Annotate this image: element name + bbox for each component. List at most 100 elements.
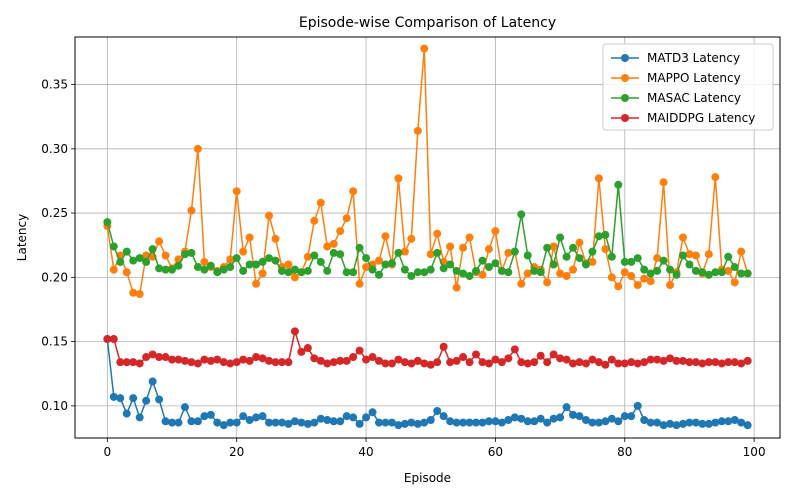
x-tick-label: 100 — [743, 445, 766, 459]
data-point — [116, 358, 125, 367]
data-point — [504, 248, 513, 257]
data-point — [569, 359, 578, 368]
data-point — [323, 266, 332, 275]
data-point — [239, 247, 248, 256]
data-point — [174, 418, 183, 427]
data-point — [155, 237, 164, 246]
data-point — [381, 232, 390, 241]
legend-entry: MASAC Latency — [611, 91, 741, 105]
legend-marker — [621, 54, 629, 62]
data-point — [381, 418, 390, 427]
data-point — [549, 414, 558, 423]
data-point — [226, 359, 235, 368]
data-point — [724, 252, 733, 261]
data-point — [420, 359, 429, 368]
data-point — [374, 356, 383, 365]
data-point — [420, 418, 429, 427]
data-point — [187, 206, 196, 215]
data-point — [265, 356, 274, 365]
data-point — [530, 417, 539, 426]
data-point — [103, 218, 112, 227]
data-point — [711, 173, 720, 182]
data-point — [122, 247, 131, 256]
data-point — [407, 272, 416, 281]
data-point — [730, 358, 739, 367]
data-point — [517, 210, 526, 219]
data-point — [258, 354, 267, 363]
data-point — [439, 412, 448, 421]
data-point — [284, 419, 293, 428]
data-point — [614, 417, 623, 426]
data-point — [504, 268, 513, 277]
data-point — [394, 355, 403, 364]
data-point — [420, 268, 429, 277]
data-point — [478, 256, 487, 265]
y-tick-label: 0.10 — [41, 399, 68, 413]
data-point — [523, 269, 532, 278]
series-maiddpg-latency — [103, 327, 752, 369]
data-point — [678, 356, 687, 365]
data-point — [103, 335, 112, 344]
data-point — [465, 272, 474, 281]
data-point — [310, 251, 319, 260]
data-point — [303, 266, 312, 275]
data-point — [459, 269, 468, 278]
data-point — [271, 418, 280, 427]
data-point — [355, 419, 364, 428]
data-point — [678, 419, 687, 428]
y-tick-label: 0.25 — [41, 206, 68, 220]
data-point — [510, 247, 519, 256]
data-point — [478, 358, 487, 367]
data-point — [323, 416, 332, 425]
data-point — [362, 254, 371, 263]
data-point — [497, 418, 506, 427]
data-point — [717, 268, 726, 277]
data-point — [362, 413, 371, 422]
data-point — [206, 356, 215, 365]
data-point — [523, 417, 532, 426]
data-point — [581, 416, 590, 425]
data-point — [245, 233, 254, 242]
data-point — [659, 256, 668, 265]
data-point — [633, 281, 642, 290]
data-point — [316, 356, 325, 365]
data-point — [698, 419, 707, 428]
data-point — [381, 359, 390, 368]
data-point — [646, 355, 655, 364]
data-point — [213, 418, 222, 427]
data-point — [711, 268, 720, 277]
data-point — [575, 238, 584, 247]
data-point — [446, 417, 455, 426]
data-point — [627, 358, 636, 367]
data-point — [575, 358, 584, 367]
data-point — [193, 263, 202, 272]
data-point — [336, 417, 345, 426]
data-point — [374, 270, 383, 279]
data-point — [284, 260, 293, 269]
data-point — [323, 359, 332, 368]
data-point — [129, 358, 138, 367]
data-point — [368, 265, 377, 274]
data-point — [627, 412, 636, 421]
data-point — [549, 242, 558, 251]
data-point — [245, 260, 254, 269]
data-point — [698, 268, 707, 277]
data-point — [691, 266, 700, 275]
data-point — [239, 355, 248, 364]
data-point — [556, 354, 565, 363]
data-point — [362, 263, 371, 272]
data-point — [400, 265, 409, 274]
data-point — [472, 350, 481, 359]
data-point — [407, 359, 416, 368]
data-point — [530, 266, 539, 275]
data-point — [588, 418, 597, 427]
data-point — [349, 413, 358, 422]
data-point — [556, 413, 565, 422]
legend-entry: MAIDDPG Latency — [611, 111, 755, 125]
data-point — [168, 265, 177, 274]
legend-label: MATD3 Latency — [647, 51, 740, 65]
data-point — [349, 353, 358, 362]
data-point — [601, 360, 610, 369]
data-point — [704, 250, 713, 259]
data-point — [180, 250, 189, 259]
